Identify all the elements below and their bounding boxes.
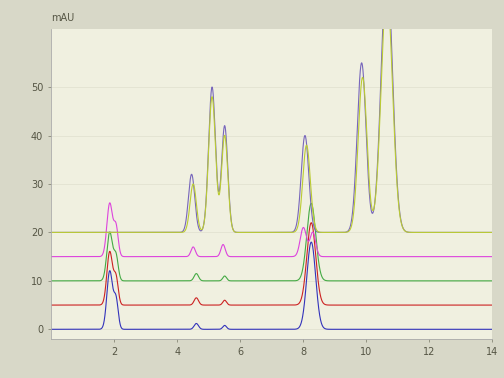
Text: mAU: mAU — [51, 13, 75, 23]
